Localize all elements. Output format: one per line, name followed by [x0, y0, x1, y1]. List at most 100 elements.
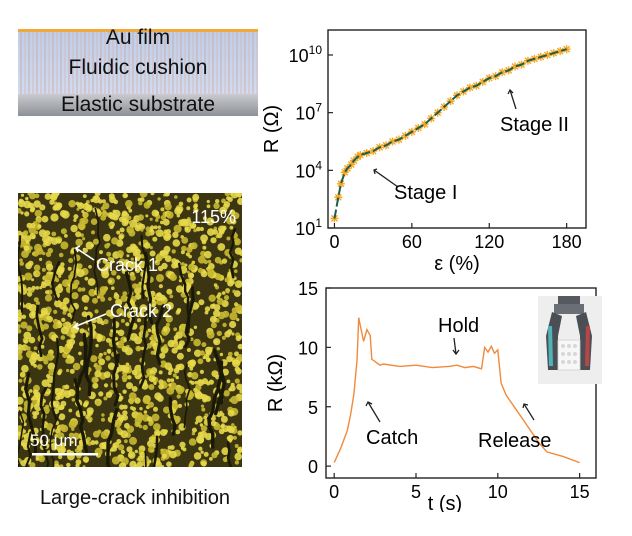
texture-speck	[178, 279, 182, 283]
texture-speck	[95, 343, 99, 348]
crack-line	[144, 251, 154, 325]
texture-speck	[154, 431, 161, 437]
texture-speck	[136, 216, 141, 221]
texture-speck	[151, 376, 157, 381]
texture-speck	[130, 257, 134, 261]
texture-speck	[101, 417, 105, 422]
texture-speck	[178, 340, 185, 347]
texture-speck	[194, 349, 202, 357]
texture-speck	[186, 246, 193, 253]
texture-speck	[120, 318, 125, 323]
crack-line	[124, 271, 136, 342]
chart1-x-axis-label: ε (%)	[434, 253, 480, 275]
texture-speck	[231, 423, 235, 427]
texture-speck	[201, 461, 207, 467]
texture-speck	[216, 297, 224, 305]
texture-speck	[200, 425, 208, 432]
texture-speck	[196, 291, 201, 295]
texture-speck	[46, 315, 51, 321]
texture-speck	[33, 391, 41, 398]
texture-speck	[116, 230, 121, 235]
texture-speck	[130, 275, 136, 281]
texture-speck	[134, 397, 141, 404]
texture-speck	[128, 392, 137, 400]
texture-speck	[126, 446, 133, 453]
texture-speck	[134, 287, 142, 295]
texture-speck	[47, 375, 55, 383]
texture-speck	[203, 259, 208, 265]
texture-speck	[84, 306, 88, 311]
texture-speck	[124, 422, 130, 429]
texture-speck	[114, 292, 118, 296]
texture-speck	[139, 407, 143, 411]
texture-speck	[23, 331, 32, 340]
texture-speck	[47, 362, 56, 371]
texture-speck	[94, 193, 101, 197]
texture-speck	[224, 277, 230, 283]
texture-speck	[78, 341, 84, 347]
texture-speck	[220, 412, 225, 417]
texture-speck	[209, 315, 217, 323]
chart2-ticks: 0 5 10 15 0 5 10 15	[298, 282, 590, 502]
texture-speck	[71, 333, 76, 339]
texture-speck	[92, 238, 100, 245]
texture-speck	[73, 218, 77, 222]
texture-speck	[101, 199, 106, 204]
stage-2-label: Stage II	[500, 114, 569, 136]
texture-speck	[34, 209, 42, 218]
texture-speck	[26, 222, 33, 229]
chart1-y-axis-label: R (Ω)	[262, 105, 283, 153]
texture-speck	[160, 214, 167, 221]
hold-label: Hold	[438, 315, 479, 337]
texture-speck	[216, 412, 222, 418]
texture-speck	[210, 237, 217, 244]
crack-line	[51, 260, 61, 301]
micrograph-caption: Large-crack inhibition	[39, 487, 231, 509]
texture-speck	[191, 431, 196, 436]
texture-speck	[98, 391, 104, 397]
texture-speck	[236, 383, 242, 391]
texture-speck	[52, 438, 56, 443]
texture-speck	[229, 320, 237, 329]
texture-speck	[121, 210, 128, 217]
texture-speck	[50, 193, 58, 200]
texture-speck	[146, 416, 153, 422]
texture-speck	[58, 274, 62, 278]
chart2-marks	[333, 317, 580, 464]
texture-speck	[92, 297, 98, 304]
texture-speck	[63, 390, 72, 398]
texture-speck	[87, 416, 93, 422]
texture-speck	[173, 343, 178, 348]
crack-1-label: Crack 1	[96, 255, 159, 275]
texture-speck	[164, 255, 172, 263]
texture-speck	[153, 406, 158, 412]
texture-speck	[43, 240, 49, 245]
texture-speck	[57, 267, 62, 272]
texture-speck	[18, 207, 22, 214]
texture-speck	[119, 404, 125, 410]
texture-speck	[115, 342, 119, 346]
crack-line	[155, 305, 165, 366]
texture-speck	[54, 388, 64, 397]
texture-speck	[24, 235, 32, 243]
texture-speck	[60, 424, 69, 433]
texture-speck	[126, 229, 131, 233]
texture-speck	[98, 358, 106, 366]
texture-speck	[212, 229, 218, 235]
texture-speck	[134, 248, 141, 255]
texture-speck	[91, 230, 95, 235]
texture-speck	[151, 413, 160, 422]
texture-speck	[159, 250, 166, 256]
texture-speck	[99, 286, 108, 294]
texture-speck	[229, 312, 238, 321]
texture-speck	[99, 250, 103, 255]
texture-speck	[29, 311, 37, 319]
texture-speck	[149, 225, 155, 230]
texture-speck	[236, 354, 242, 361]
texture-speck	[54, 404, 59, 409]
texture-speck	[135, 293, 142, 300]
crack-2-label: Crack 2	[110, 301, 173, 321]
texture-speck	[78, 203, 82, 207]
texture-speck	[151, 328, 157, 335]
au-film-label: Au film	[105, 26, 171, 49]
